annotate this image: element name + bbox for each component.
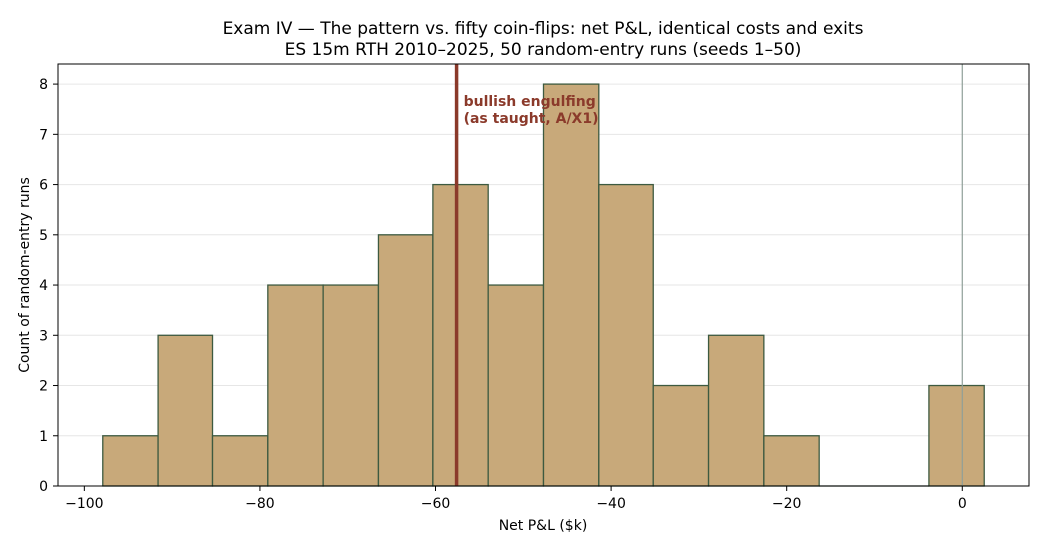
histogram-bar: [102, 435, 159, 487]
y-tick-label: 2: [39, 379, 48, 395]
x-axis-ticks: −100 −80 −60 −40 −20 0: [65, 486, 967, 512]
chart-subtitle: ES 15m RTH 2010–2025, 50 random-entry ru…: [285, 40, 802, 60]
histogram-bar: [598, 183, 654, 487]
reference-line-label: bullish engulfing: [464, 94, 596, 110]
histogram-bar: [542, 83, 600, 487]
y-tick-label: 1: [39, 429, 48, 445]
histogram-bar: [928, 384, 985, 487]
histogram-bar: [763, 435, 820, 487]
histogram-bar: [322, 284, 380, 487]
y-axis-ticks: 0 1 2 3 4 5 6 7 8: [39, 77, 58, 495]
y-tick-label: 5: [39, 228, 48, 244]
y-tick-label: 4: [39, 278, 48, 294]
y-tick-label: 0: [39, 479, 48, 495]
y-tick-label: 7: [39, 127, 48, 143]
x-tick-label: −100: [65, 496, 103, 512]
y-tick-label: 3: [39, 328, 48, 344]
y-tick-label: 6: [39, 178, 48, 194]
histogram-bar: [652, 384, 710, 487]
x-tick-label: −40: [596, 496, 626, 512]
histogram-bars: [102, 83, 985, 487]
histogram-bar: [487, 284, 545, 487]
reference-line-label: (as taught, A/X1): [464, 111, 599, 127]
plot-frame: [57, 63, 1030, 487]
x-tick-label: −20: [772, 496, 802, 512]
histogram-bar: [432, 183, 489, 487]
histogram-bar: [377, 234, 434, 487]
histogram-bar: [707, 334, 765, 487]
histogram-bar: [157, 334, 214, 487]
histogram-bar: [211, 435, 269, 487]
chart-title: Exam IV — The pattern vs. fifty coin-fli…: [223, 19, 864, 39]
histogram-bar: [267, 284, 324, 487]
x-tick-label: −60: [421, 496, 451, 512]
y-axis-label: Count of random-entry runs: [17, 177, 33, 373]
x-axis-label: Net P&L ($k): [499, 518, 588, 534]
x-tick-label: −80: [245, 496, 275, 512]
reference-lines: bullish engulfing(as taught, A/X1): [454, 64, 963, 486]
x-tick-label: 0: [958, 496, 967, 512]
y-tick-label: 8: [39, 77, 48, 93]
